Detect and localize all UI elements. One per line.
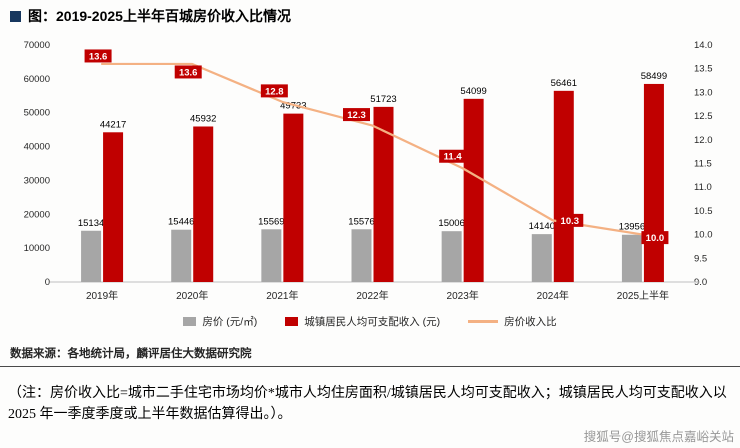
svg-text:11.4: 11.4 [444,152,463,163]
svg-text:10.0: 10.0 [646,233,665,244]
svg-text:44217: 44217 [100,119,126,130]
svg-text:11.0: 11.0 [694,182,712,193]
svg-text:10.0: 10.0 [694,230,713,241]
x-axis-labels: 2019年 2020年 2021年 2022年 2023年 2024年 2025上半年 [86,289,669,302]
bar-labels-1: 15134 15446 15569 15576 15006 14140 13956 [78,216,645,232]
watermark: 搜狐号@搜狐焦点嘉峪关站 [583,430,734,444]
svg-text:13956: 13956 [619,222,645,233]
svg-text:58499: 58499 [641,71,667,82]
bar-series-1 [81,229,642,282]
title-bullet-square [10,10,21,22]
legend-item-3: 房价收入比 [468,314,557,329]
svg-text:2019年: 2019年 [86,289,118,302]
svg-text:15569: 15569 [258,216,284,227]
svg-text:51723: 51723 [370,94,396,105]
svg-text:20000: 20000 [24,209,50,220]
ratio-point-labels: 13.6 13.6 12.8 12.3 11.4 10.3 10.0 [84,49,669,245]
svg-text:2022年: 2022年 [356,289,388,302]
svg-text:11.5: 11.5 [694,159,712,170]
svg-text:15134: 15134 [78,218,104,229]
divider-line [0,366,740,367]
svg-text:10.3: 10.3 [561,216,580,227]
svg-text:56461: 56461 [551,78,577,89]
svg-text:50000: 50000 [24,108,50,119]
svg-text:49733: 49733 [280,101,306,112]
legend-item-1: 房价 (元/㎡) [183,314,257,329]
data-source: 数据来源：各地统计局，麟评居住大数据研究院 [10,348,252,360]
legend-line-swatch [468,320,499,323]
svg-text:12.0: 12.0 [694,135,713,146]
svg-text:9.5: 9.5 [694,253,707,264]
svg-text:10000: 10000 [24,243,50,254]
svg-text:45932: 45932 [190,113,216,124]
svg-text:12.8: 12.8 [265,86,284,97]
svg-text:12.3: 12.3 [347,110,366,121]
svg-text:70000: 70000 [24,40,50,51]
footnote: （注：房价收入比=城市二手住宅市场均价*城市人均住房面积/城镇居民人均可支配收入… [8,386,727,422]
svg-text:2024年: 2024年 [537,289,569,302]
svg-text:12.5: 12.5 [694,111,713,122]
bar-labels-2: 44217 45932 49733 51723 54099 56461 58499 [100,71,667,130]
svg-text:30000: 30000 [24,175,50,186]
chart-legend: 房价 (元/㎡) 城镇居民人均可支配收入 (元) 房价收入比 [0,314,740,329]
svg-text:0: 0 [45,277,50,288]
legend-bar-swatch [285,317,299,326]
chart-title: 图：2019-2025上半年百城房价收入比情况 [28,8,291,24]
svg-text:13.6: 13.6 [179,67,198,78]
svg-text:15006: 15006 [438,218,464,229]
svg-text:40000: 40000 [24,142,50,153]
price-income-chart: 0100002000030000400005000060000700009.09… [24,40,713,302]
svg-text:10.5: 10.5 [694,206,713,217]
legend-item-2: 城镇居民人均可支配收入 (元) [285,314,440,329]
svg-text:9.0: 9.0 [694,277,707,288]
svg-text:2021年: 2021年 [266,289,298,302]
right-axis-labels: 9.0 9.5 10.0 10.5 11.0 11.5 12.0 12.5 13.0 13.5 14… [694,40,713,288]
svg-text:13.6: 13.6 [89,51,108,62]
chart-title-row: 图：2019-2025上半年百城房价收入比情况 [10,6,291,26]
svg-text:14.0: 14.0 [694,40,713,51]
svg-text:54099: 54099 [460,86,486,97]
legend-bar-swatch [183,317,197,326]
svg-text:2020年: 2020年 [176,289,208,302]
legend-label: 城镇居民人均可支配收入 (元) [304,316,441,328]
svg-text:14140: 14140 [529,221,555,232]
ratio-line [100,62,645,236]
svg-text:15446: 15446 [168,217,194,228]
svg-text:13.5: 13.5 [694,64,713,75]
svg-text:2023年: 2023年 [447,289,479,302]
svg-text:15576: 15576 [348,216,374,227]
svg-text:60000: 60000 [24,74,50,85]
svg-text:13.0: 13.0 [694,87,713,98]
svg-text:2025上半年: 2025上半年 [617,289,669,302]
legend-label: 房价收入比 [504,316,557,328]
left-axis-labels: 0 10000 20000 30000 40000 50000 60000 70000 [24,40,50,288]
legend-label: 房价 (元/㎡) [202,316,258,328]
